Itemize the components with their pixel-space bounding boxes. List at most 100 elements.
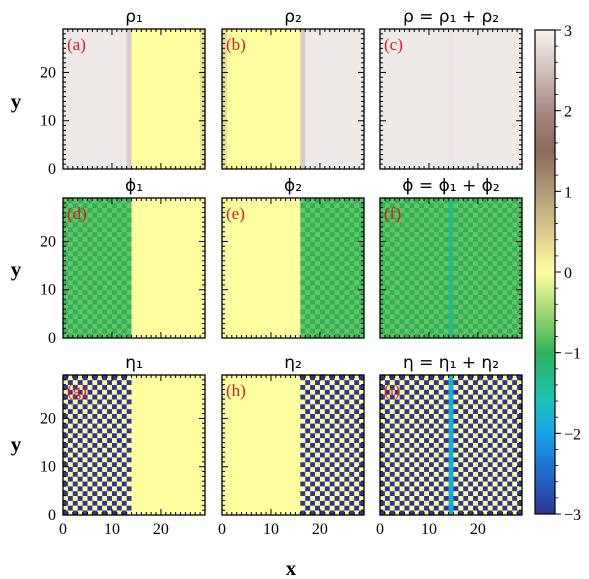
heatmap-cell — [116, 120, 123, 126]
heatmap-cell — [222, 53, 228, 59]
heatmap-cell — [170, 140, 176, 146]
heatmap-cell — [107, 111, 113, 117]
heatmap-cell — [131, 67, 137, 73]
heatmap-cell — [310, 270, 316, 276]
heatmap-cell — [72, 62, 79, 68]
heatmap-cell — [310, 236, 316, 242]
heatmap-cell — [256, 280, 262, 286]
heatmap-cell — [290, 275, 296, 281]
heatmap-cell — [175, 255, 181, 262]
heatmap-cell — [339, 284, 345, 291]
heatmap-cell — [131, 217, 137, 223]
heatmap-cell — [107, 43, 113, 49]
heatmap-cell — [349, 275, 355, 281]
heatmap-cell — [349, 294, 355, 300]
heatmap-cell — [399, 217, 405, 223]
heatmap-cell — [156, 144, 162, 151]
heatmap-cell — [409, 154, 415, 160]
heatmap-cell — [170, 222, 176, 228]
heatmap-cell — [170, 125, 176, 131]
heatmap-cell — [266, 72, 272, 78]
heatmap-cell — [170, 265, 176, 271]
heatmap-cell — [77, 101, 83, 107]
heatmap-cell — [424, 33, 430, 40]
heatmap-cell — [275, 260, 282, 266]
heatmap-cell — [389, 236, 396, 242]
heatmap-cell — [334, 270, 340, 276]
heatmap-cell — [67, 33, 74, 40]
heatmap-cell — [453, 82, 459, 88]
heatmap-cell — [399, 284, 405, 291]
heatmap-cell — [315, 115, 321, 122]
heatmap-cell — [497, 96, 503, 102]
heatmap-cell — [266, 154, 272, 160]
heatmap-cell — [280, 198, 287, 204]
heatmap-cell — [256, 130, 262, 136]
heatmap-cell — [419, 144, 425, 151]
heatmap-cell — [77, 309, 83, 315]
heatmap-cell — [275, 120, 282, 126]
heatmap-cell — [190, 207, 196, 213]
heatmap-cell — [195, 67, 201, 73]
heatmap-cell — [399, 222, 405, 228]
heatmap-cell — [315, 318, 321, 324]
heatmap-cell — [354, 309, 360, 315]
heatmap-cell — [175, 111, 181, 117]
heatmap-cell — [87, 236, 93, 242]
heatmap-cell — [121, 120, 128, 126]
heatmap-cell — [266, 67, 272, 73]
heatmap-cell — [482, 159, 489, 165]
heatmap-cell — [349, 57, 355, 64]
heatmap-cell — [310, 38, 316, 44]
heatmap-cell — [92, 120, 98, 126]
heatmap-cell — [458, 82, 464, 88]
heatmap-cell — [394, 101, 400, 107]
heatmap-cell — [156, 226, 162, 233]
heatmap-cell — [414, 159, 420, 165]
heatmap-cell — [190, 202, 196, 209]
heatmap-cell — [384, 72, 391, 78]
heatmap-cell — [315, 149, 321, 155]
heatmap-cell — [477, 159, 484, 165]
heatmap-cell — [344, 217, 350, 223]
heatmap-cell — [275, 289, 282, 295]
heatmap-cell — [146, 125, 152, 131]
heatmap-cell — [270, 38, 277, 44]
heatmap-cell — [180, 130, 186, 136]
heatmap-cell — [246, 333, 252, 339]
heatmap-cell — [295, 299, 301, 305]
heatmap-cell — [126, 222, 132, 228]
heatmap-cell — [131, 144, 137, 151]
heatmap-cell — [497, 72, 503, 78]
heatmap-cell — [344, 304, 350, 310]
heatmap-cell — [222, 270, 228, 276]
heatmap-cell — [380, 111, 386, 117]
heatmap-cell — [231, 154, 238, 160]
heatmap-cell — [136, 38, 142, 44]
heatmap-cell — [226, 313, 233, 320]
heatmap-cell — [190, 53, 196, 59]
heatmap-cell — [63, 294, 69, 300]
heatmap-cell — [380, 226, 386, 233]
heatmap-cell — [170, 226, 176, 233]
heatmap-cell — [72, 120, 79, 126]
heatmap-cell — [146, 101, 152, 107]
heatmap-cell — [310, 333, 316, 339]
heatmap-cell — [141, 241, 147, 247]
heatmap-cell — [190, 260, 196, 266]
heatmap-cell — [251, 328, 257, 334]
heatmap-cell — [151, 318, 157, 324]
heatmap-cell — [246, 236, 252, 242]
heatmap-cell — [195, 270, 201, 276]
heatmap-cell — [185, 57, 191, 64]
heatmap-cell — [63, 222, 69, 228]
heatmap-cell — [151, 202, 157, 209]
heatmap-cell — [280, 38, 287, 44]
heatmap-cell — [170, 198, 176, 204]
heatmap-cell — [92, 198, 98, 204]
heatmap-cell — [492, 164, 498, 170]
heatmap-cell — [87, 115, 93, 122]
heatmap-cell — [87, 265, 93, 271]
heatmap-cell — [246, 29, 252, 35]
heatmap-cell — [63, 38, 69, 44]
